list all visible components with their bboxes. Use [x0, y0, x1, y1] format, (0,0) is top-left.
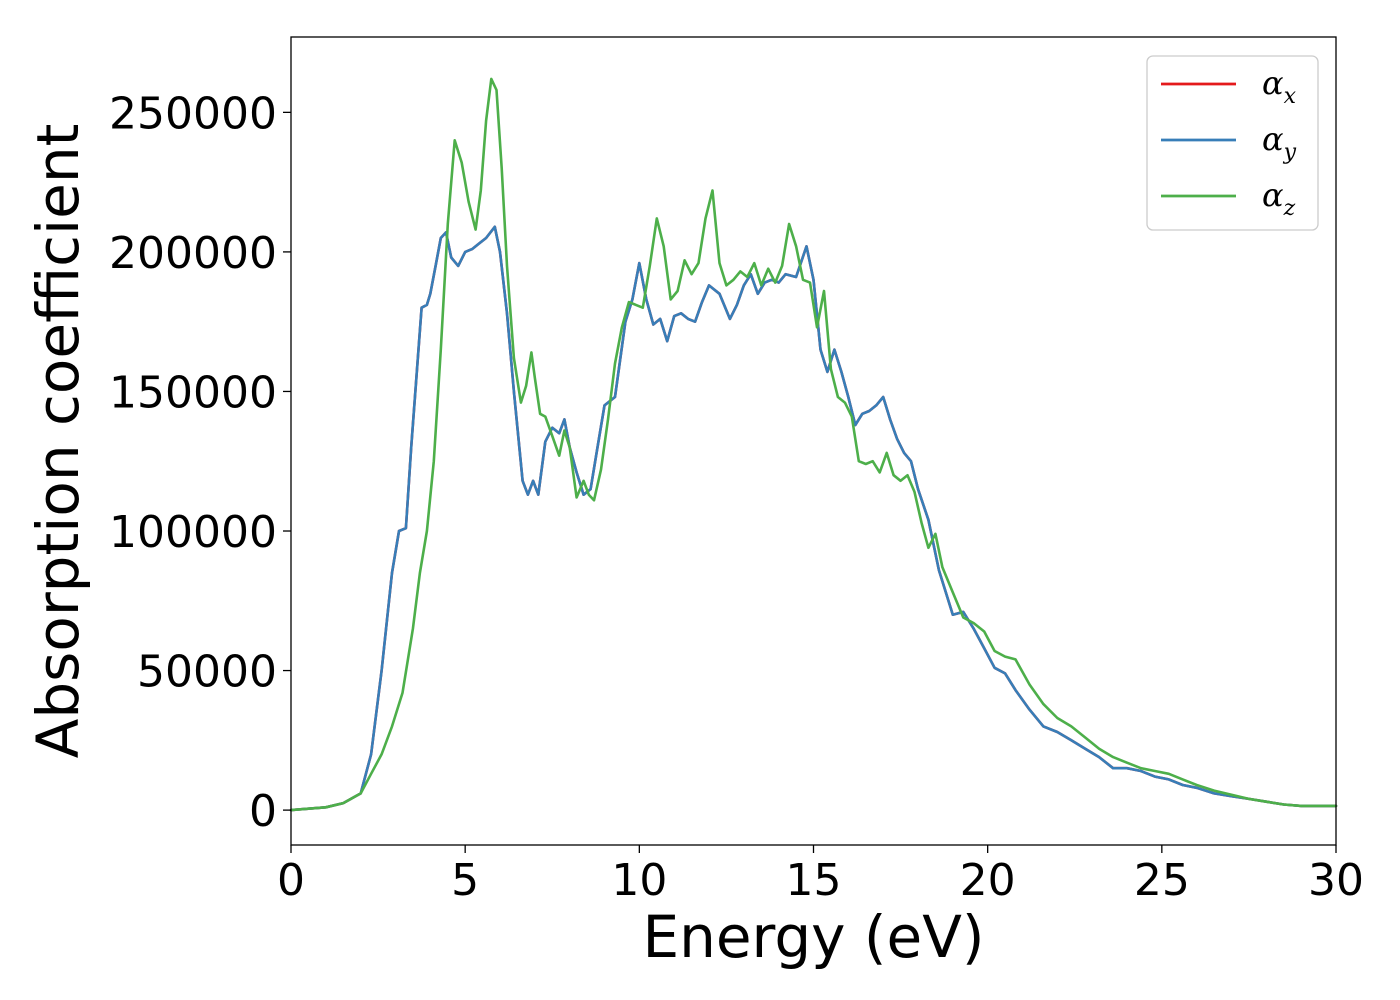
- x-tick-label: 15: [786, 855, 842, 906]
- x-tick-label: 25: [1134, 855, 1190, 906]
- y-axis-label: Absorption coefficient: [24, 124, 92, 759]
- y-tick-label: 150000: [109, 367, 277, 418]
- plot-lines: [289, 77, 1338, 812]
- x-tick-label: 0: [277, 855, 305, 906]
- y-tick-label: 0: [249, 786, 277, 837]
- y-tick-label: 50000: [137, 647, 277, 698]
- series-line-x: [289, 225, 1338, 812]
- series-line-y: [289, 225, 1338, 812]
- legend-subscript: z: [1283, 196, 1296, 221]
- legend-symbol: α: [1262, 120, 1284, 158]
- x-tick-label: 30: [1308, 855, 1364, 906]
- legend-subscript: y: [1283, 140, 1297, 165]
- legend-symbol: α: [1262, 176, 1284, 214]
- legend-subscript: x: [1284, 84, 1297, 109]
- legend-symbol: α: [1262, 64, 1284, 102]
- y-tick-label: 100000: [109, 507, 277, 558]
- legend-label-z: αz: [1262, 176, 1296, 221]
- legend-label-x: αx: [1262, 64, 1297, 109]
- series-line-z: [289, 77, 1338, 812]
- x-tick-label: 10: [611, 855, 667, 906]
- x-axis-label: Energy (eV): [642, 903, 984, 971]
- legend-label-y: αy: [1262, 120, 1297, 165]
- x-tick-label: 5: [451, 855, 479, 906]
- y-tick-label: 250000: [109, 88, 277, 139]
- x-tick-label: 20: [960, 855, 1016, 906]
- y-axis-ticks: 0 50000 100000 150000 200000 250000: [109, 88, 291, 837]
- y-tick-label: 200000: [109, 228, 277, 279]
- x-axis-ticks: 0 5 10 15 20 25 30: [277, 845, 1364, 906]
- legend-box: [1146, 55, 1319, 231]
